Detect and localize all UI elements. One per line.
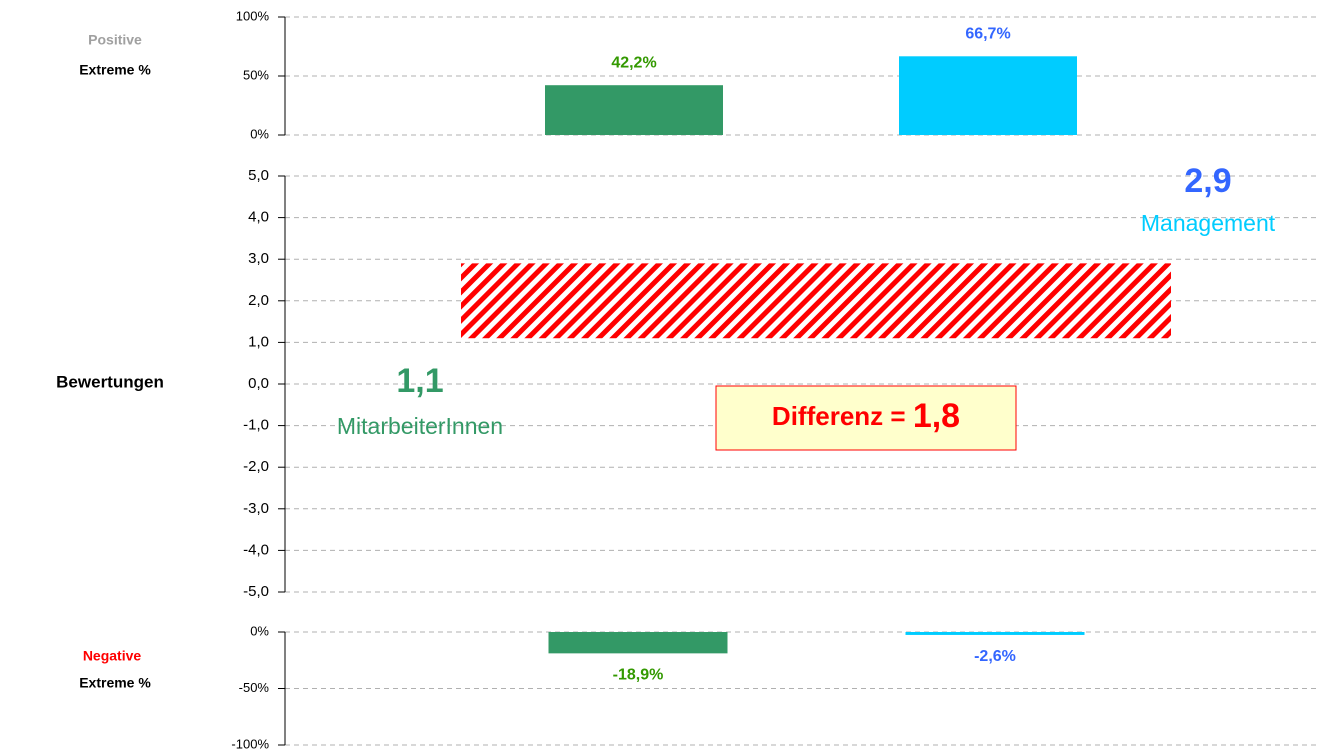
difference-annotation: Differenz = 1,8 <box>772 397 960 435</box>
y-tick-label: -5,0 <box>243 583 269 600</box>
y-tick-label: -4,0 <box>243 541 269 558</box>
bar <box>899 56 1077 135</box>
bar <box>548 632 728 654</box>
series-label: MitarbeiterInnen <box>337 413 503 439</box>
y-tick-label: -3,0 <box>243 500 269 517</box>
y-tick-label: -100% <box>231 736 269 751</box>
panel-title: Positive <box>88 32 142 48</box>
difference-box <box>715 385 1017 451</box>
value-label: 1,1 <box>396 362 443 400</box>
value-label: 42,2% <box>611 54 656 71</box>
value-label: 2,9 <box>1184 162 1231 200</box>
panel-subtitle: Extreme % <box>79 62 151 78</box>
y-tick-label: 0,0 <box>248 375 269 392</box>
y-tick-label: 100% <box>236 8 270 23</box>
bar <box>905 632 1085 635</box>
bar <box>545 85 723 135</box>
y-tick-label: 3,0 <box>248 250 269 267</box>
y-axis-label: Bewertungen <box>56 372 164 391</box>
panel-title: Negative <box>83 648 142 664</box>
y-tick-label: 1,0 <box>248 333 269 350</box>
y-tick-label: -50% <box>239 680 270 695</box>
y-tick-label: 0% <box>250 623 269 638</box>
y-tick-label: 50% <box>243 67 269 82</box>
y-tick-label: -1,0 <box>243 417 269 434</box>
series-label: Management <box>1141 210 1276 236</box>
difference-value: 1,8 <box>913 397 960 435</box>
panel-subtitle: Extreme % <box>79 675 151 691</box>
value-label: 66,7% <box>965 26 1010 43</box>
difference-band <box>461 263 1171 339</box>
y-tick-label: 2,0 <box>248 292 269 309</box>
y-tick-label: 0% <box>250 126 269 141</box>
y-tick-label: -2,0 <box>243 458 269 475</box>
y-tick-label: 4,0 <box>248 209 269 226</box>
difference-text: Differenz = <box>772 401 906 431</box>
difference-gap <box>906 401 913 431</box>
y-tick-label: 5,0 <box>248 167 269 184</box>
value-label: -18,9% <box>613 667 664 684</box>
value-label: -2,6% <box>974 648 1016 665</box>
